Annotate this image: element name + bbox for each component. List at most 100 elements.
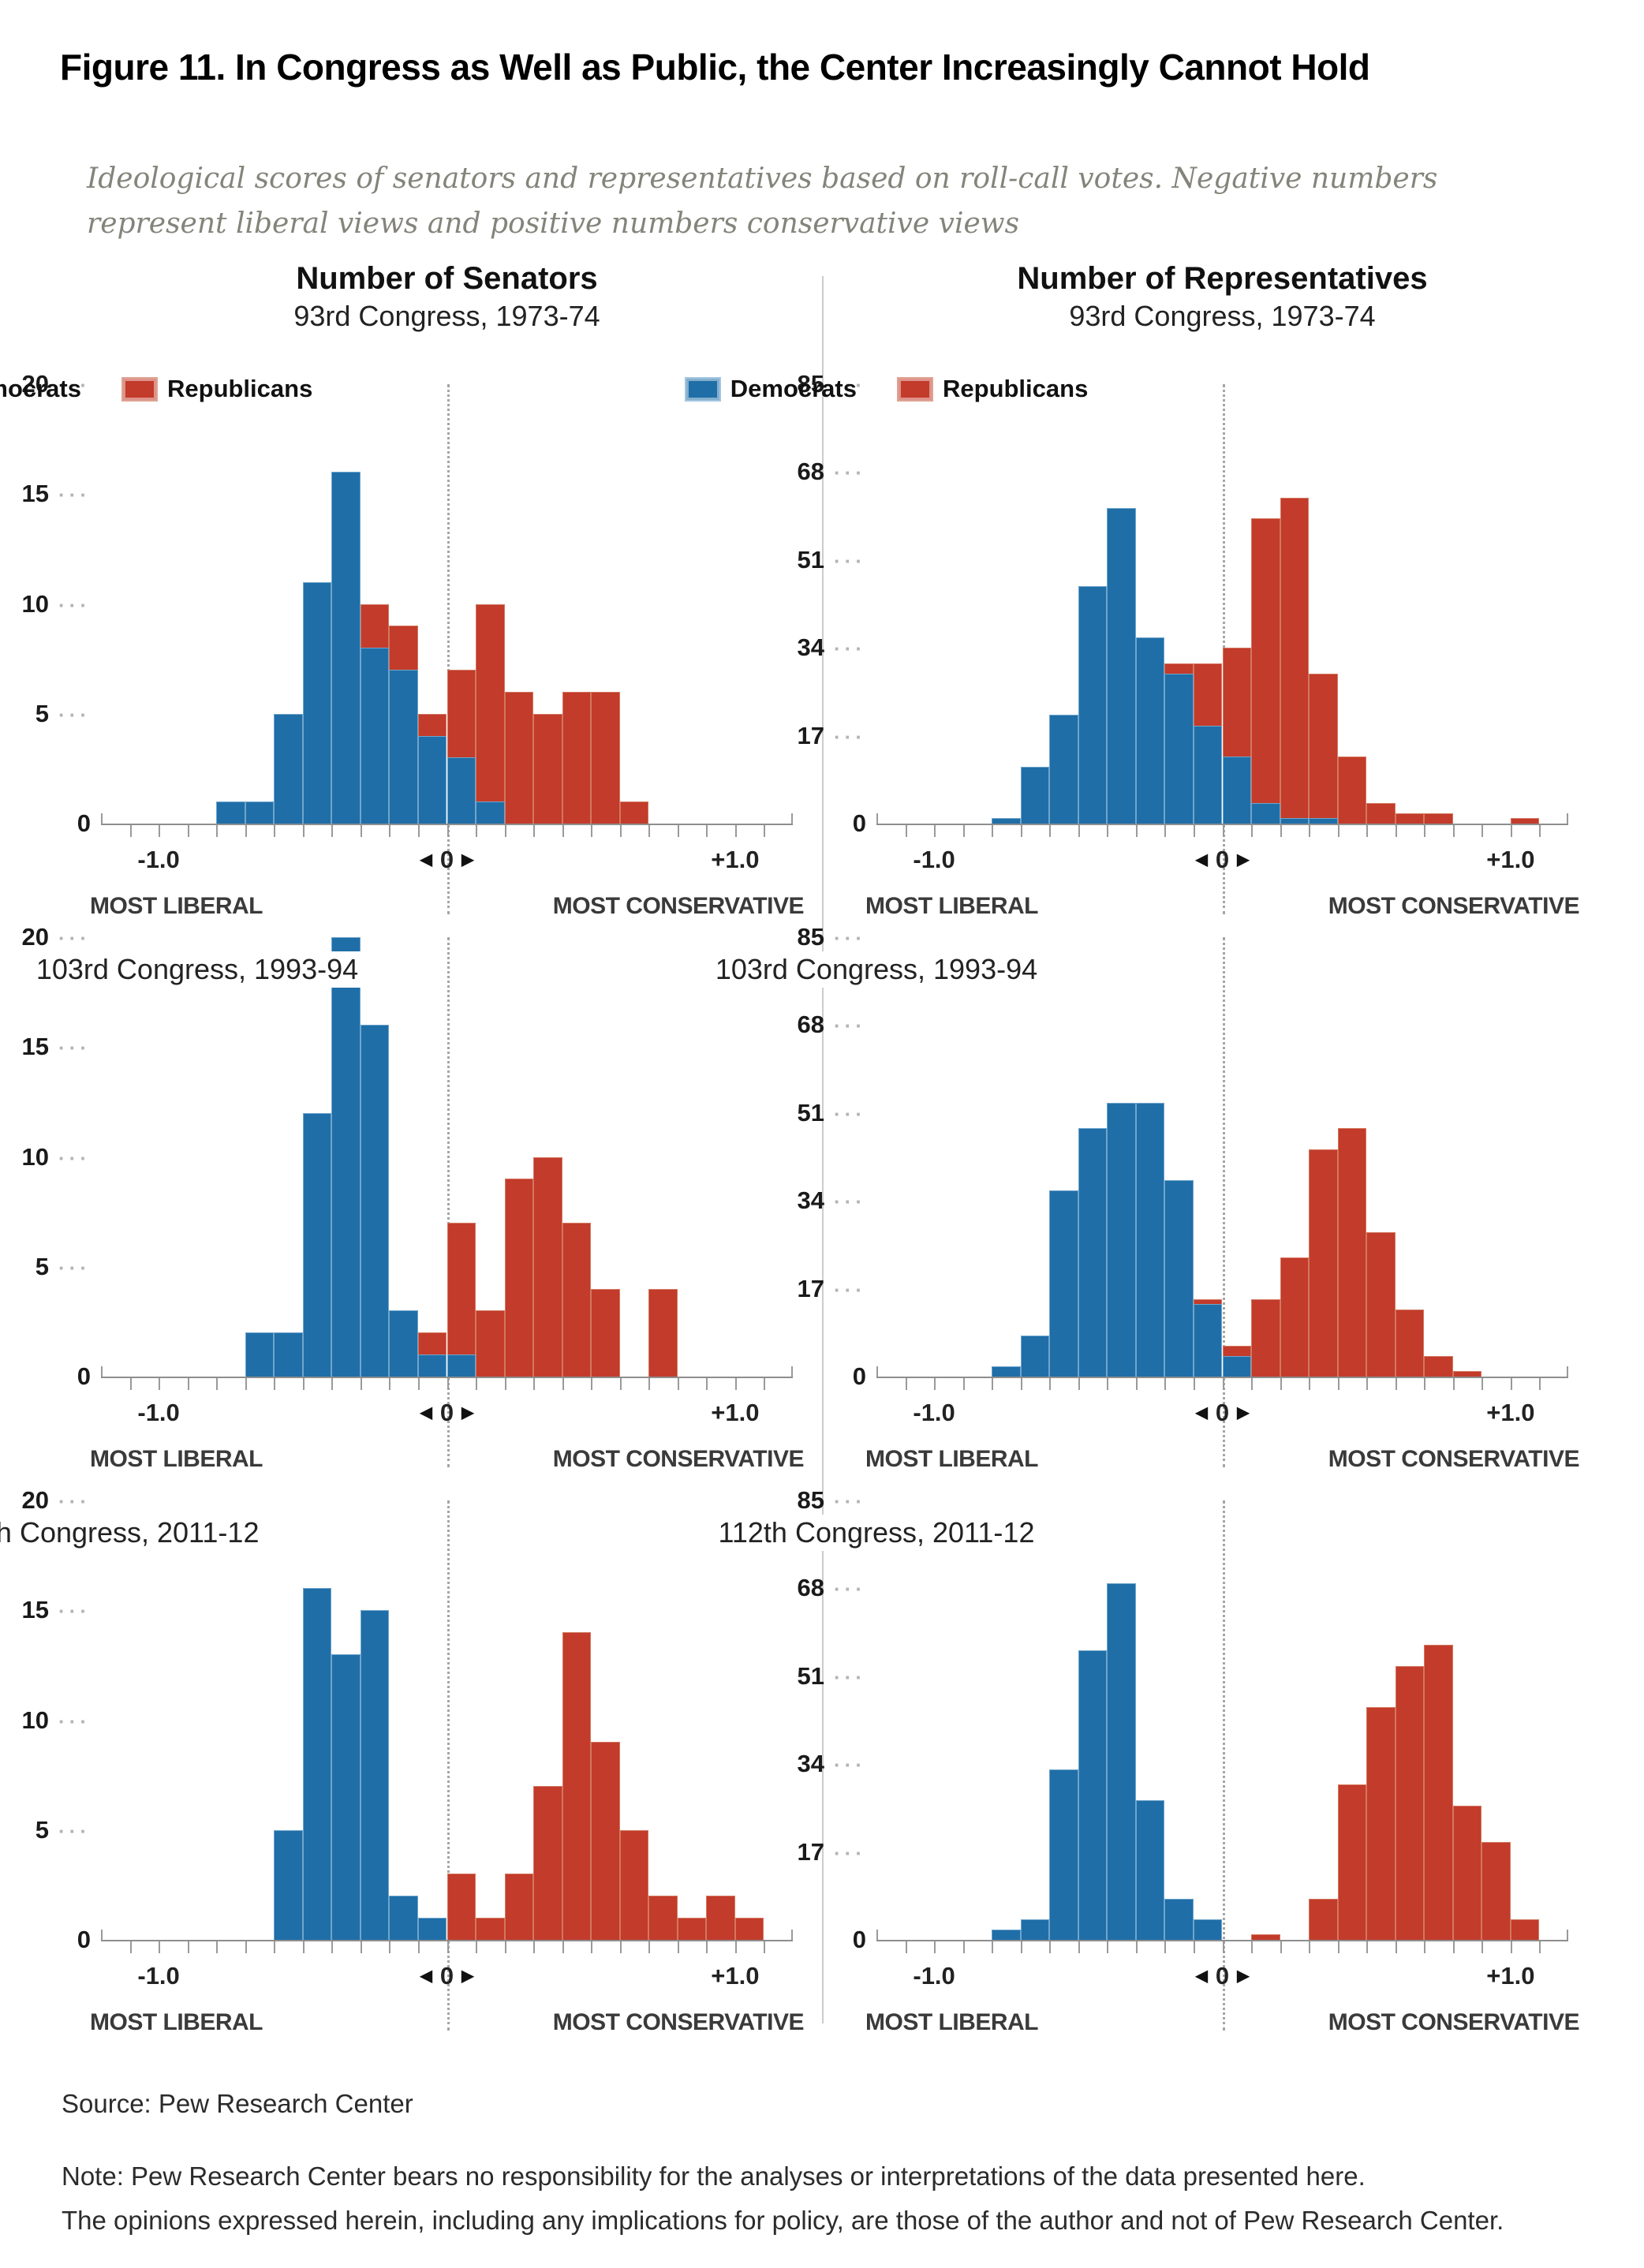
x-axis-tick — [706, 825, 708, 837]
x-axis-tick — [934, 825, 936, 837]
x-axis-tick — [1309, 1941, 1311, 1953]
histogram-bin — [1280, 498, 1310, 824]
histogram-bin — [446, 1874, 476, 1940]
x-axis-tick — [1366, 1378, 1369, 1390]
page-title: Figure 11. In Congress as Well as Public… — [60, 47, 1370, 88]
histogram-bin — [476, 603, 505, 824]
x-axis-tick — [129, 1941, 132, 1953]
republican-bar-segment — [446, 670, 476, 758]
x-axis-end-stub — [791, 1930, 793, 1940]
x-axis-tick — [619, 1941, 622, 1953]
x-axis-tick — [1222, 1378, 1224, 1390]
republican-bar-segment — [734, 1918, 764, 1940]
zero-label: 0 — [439, 1399, 454, 1426]
republican-bar-segment — [1280, 498, 1310, 819]
x-axis-tick — [1366, 825, 1369, 837]
histogram-bin — [1366, 1231, 1396, 1377]
chart-congress-title: 112th Congress, 2011-12 — [708, 1515, 1044, 1551]
democrat-bar-segment — [1135, 1800, 1165, 1940]
x-axis-tick — [1251, 825, 1254, 837]
y-axis-label: 51 ··· — [693, 1099, 866, 1127]
x-axis-tick — [1309, 1378, 1311, 1390]
x-axis-tick — [677, 1378, 679, 1390]
y-tick-dots: ··· — [58, 1709, 91, 1733]
histogram-bin — [1309, 1898, 1338, 1940]
x-axis-tick — [962, 1941, 965, 1953]
y-tick-dots: ··· — [58, 1599, 91, 1623]
y-axis-label: 34 ··· — [693, 1187, 866, 1214]
democrat-bar-segment — [389, 1310, 418, 1377]
histogram-bin — [1135, 1102, 1165, 1377]
y-tick-value: 51 — [797, 545, 825, 574]
histogram-bin — [1107, 1582, 1136, 1940]
republican-bar-segment — [706, 1896, 735, 1940]
x-label-max: +1.0 — [1486, 1962, 1535, 1990]
x-axis-tick — [764, 825, 766, 837]
histogram-bin — [1280, 1257, 1310, 1377]
x-axis-tick — [764, 1378, 766, 1390]
y-tick-value: 10 — [21, 1706, 50, 1734]
x-axis-tick — [1049, 1941, 1052, 1953]
x-axis-tick — [648, 1378, 651, 1390]
republican-bar-segment — [1309, 1898, 1338, 1940]
x-axis-line — [876, 1940, 1568, 1941]
republicans-swatch — [123, 378, 156, 400]
x-axis-tick — [274, 825, 276, 837]
y-tick-value: 20 — [21, 1486, 50, 1514]
histogram-bin — [1337, 1784, 1367, 1940]
x-label-zero: ◀ 0 ▶ — [1195, 1399, 1249, 1427]
histogram-bin — [216, 801, 245, 824]
republican-bar-segment — [562, 1223, 592, 1377]
republican-bar-segment — [1452, 1371, 1482, 1377]
y-tick-dots: ··· — [58, 1036, 91, 1060]
x-axis-tick — [331, 825, 334, 837]
democrat-bar-segment — [274, 1332, 303, 1377]
histogram-bin — [1251, 1934, 1280, 1940]
y-axis-label: 10 ··· — [0, 1143, 91, 1171]
histogram-bin — [245, 1332, 275, 1377]
x-axis-tick — [245, 1941, 247, 1953]
most-conservative-label: MOST CONSERVATIVE — [1328, 1446, 1580, 1472]
x-axis-tick — [1424, 1378, 1426, 1390]
democrat-bar-segment — [274, 1829, 303, 1940]
y-tick-value: 15 — [21, 480, 50, 508]
figure-subtitle-line1: Ideological scores of senators and repre… — [87, 163, 1438, 195]
x-axis-tick — [302, 1378, 305, 1390]
y-tick-value: 20 — [21, 923, 50, 951]
histogram-bin — [1395, 1665, 1425, 1940]
x-axis-tick — [1222, 1941, 1224, 1953]
y-tick-value: 17 — [797, 1274, 825, 1302]
y-tick-dots: ··· — [58, 1145, 91, 1170]
histogram-bin — [619, 801, 649, 824]
y-tick-dots: ··· — [58, 926, 91, 950]
x-axis-tick — [992, 1941, 994, 1953]
chart-congress-title: 103rd Congress, 1993-94 — [705, 951, 1048, 988]
histogram-bin — [1337, 1128, 1367, 1377]
democrat-bar-segment — [1020, 1919, 1050, 1940]
y-tick-value: 68 — [797, 1011, 825, 1039]
histogram-bin — [476, 1310, 505, 1377]
histogram-bin — [1309, 1149, 1338, 1377]
x-axis-tick — [1164, 825, 1167, 837]
y-tick-dots: ··· — [58, 702, 91, 727]
x-axis-tick — [905, 1941, 907, 1953]
zero-marker-right: ▶ — [1237, 851, 1250, 869]
republican-bar-segment — [1395, 1665, 1425, 1940]
y-axis-label: 15 ··· — [0, 1033, 91, 1060]
democrat-bar-segment — [1193, 1304, 1223, 1377]
x-label-zero: ◀ 0 ▶ — [420, 846, 473, 874]
democrat-bar-segment — [446, 1354, 476, 1377]
democrat-bar-segment — [274, 713, 303, 824]
democrat-bar-segment — [1135, 1102, 1165, 1377]
y-axis-label: 5 ··· — [0, 700, 91, 727]
x-axis-tick — [905, 1378, 907, 1390]
y-tick-dots: ··· — [834, 1577, 866, 1601]
y-tick-value: 85 — [797, 370, 825, 398]
histogram-bin — [992, 1929, 1021, 1940]
x-axis-tick — [245, 825, 247, 837]
republican-bar-segment — [648, 1896, 678, 1940]
x-axis-tick — [187, 1941, 189, 1953]
histogram-bin — [1164, 663, 1194, 824]
histogram-bin — [1424, 813, 1453, 824]
x-axis-tick — [706, 1378, 708, 1390]
